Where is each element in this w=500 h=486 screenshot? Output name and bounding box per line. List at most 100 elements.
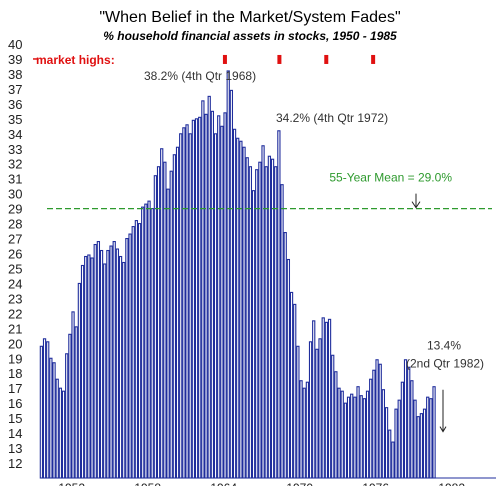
bar [109, 245, 113, 479]
bar [172, 154, 177, 479]
y-tick-label: 39 [8, 52, 22, 67]
bar [258, 161, 262, 479]
bar [179, 133, 183, 479]
annotation-1982-value: 13.4% [427, 338, 461, 352]
y-tick-label: 22 [8, 306, 22, 321]
bar [305, 381, 310, 479]
y-tick-label: 18 [8, 366, 22, 381]
bar [419, 413, 424, 479]
bar [210, 110, 215, 479]
bar [106, 249, 110, 479]
x-tick-label: 1982 [438, 481, 465, 486]
bar [169, 170, 173, 479]
y-tick-label: 26 [8, 247, 22, 262]
y-tick-label: 16 [8, 396, 22, 411]
bar [274, 166, 278, 479]
bar [52, 362, 56, 479]
y-tick-label: 29 [8, 202, 22, 217]
bar [362, 398, 367, 479]
bar [324, 321, 329, 479]
bar [198, 116, 202, 479]
bar [315, 348, 319, 479]
y-tick-label: 12 [8, 456, 22, 471]
y-tick-label: 14 [8, 426, 22, 441]
bar [156, 166, 161, 479]
bar [353, 396, 357, 479]
y-tick-label: 32 [8, 157, 22, 172]
bar [204, 113, 208, 479]
x-axis: 1952 1958 1964 1970 1976 1982 [40, 477, 496, 486]
bar [207, 95, 211, 479]
bar [286, 258, 291, 479]
market-high-marker [222, 54, 227, 64]
bar [372, 369, 376, 479]
bar [122, 261, 126, 479]
bar [84, 255, 88, 479]
bar [194, 118, 199, 479]
bar [39, 345, 44, 479]
bar [296, 345, 300, 479]
bar [416, 416, 420, 479]
y-tick-label: 23 [8, 291, 22, 306]
bar [340, 390, 344, 479]
bar [141, 206, 145, 479]
bar [128, 233, 132, 479]
y-tick-label: 21 [8, 321, 22, 336]
bar [220, 125, 224, 479]
bar [359, 395, 363, 479]
x-tick-label: 1970 [286, 481, 313, 486]
bar [99, 249, 104, 479]
bar [118, 255, 123, 479]
bar [65, 353, 69, 479]
bar [201, 100, 205, 479]
bar [163, 161, 167, 479]
bar [356, 386, 360, 479]
bar [137, 223, 142, 479]
bar [239, 140, 243, 479]
bar [144, 203, 148, 479]
bar [403, 359, 408, 479]
bar [413, 399, 417, 479]
annotation-1982-date: (2nd Qtr 1982) [406, 356, 484, 370]
bar [264, 166, 268, 479]
bar [429, 398, 433, 479]
y-tick-label: 27 [8, 232, 22, 247]
bar [321, 317, 325, 479]
bar [280, 184, 284, 479]
mean-line-label: 55-Year Mean = 29.0% [329, 171, 452, 185]
y-tick-label: 19 [8, 351, 22, 366]
y-tick-label: 35 [8, 112, 22, 127]
bar [185, 124, 189, 479]
mean-line-group: 55-Year Mean = 29.0% [47, 171, 492, 210]
bar [432, 386, 436, 479]
y-tick-label: 37 [8, 82, 22, 97]
y-tick-label: 34 [8, 127, 22, 142]
y-tick-label: 28 [8, 217, 22, 232]
bar [267, 155, 272, 479]
bar [289, 291, 294, 479]
chart-title: "When Belief in the Market/System Fades" [99, 9, 401, 26]
bar [93, 243, 97, 479]
bar [191, 119, 196, 479]
market-high-marker [371, 54, 376, 64]
y-tick-label: 36 [8, 97, 22, 112]
bar [410, 380, 414, 479]
annotations: 38.2% (4th Qtr 1968) 34.2% (4th Qtr 1972)… [144, 69, 484, 433]
bar [381, 389, 386, 479]
bar [87, 254, 91, 479]
x-tick-label: 1976 [362, 481, 389, 486]
bar [388, 429, 392, 479]
bar [384, 407, 389, 479]
y-tick-label: 13 [8, 441, 22, 456]
bar [308, 341, 313, 479]
bar [391, 441, 395, 479]
bar [236, 137, 240, 479]
bar [74, 326, 78, 479]
bar [261, 145, 265, 479]
bar [327, 318, 332, 479]
bar [229, 89, 234, 479]
bar [343, 402, 348, 479]
bar [182, 127, 186, 479]
bar [232, 128, 237, 479]
bar [42, 338, 47, 479]
